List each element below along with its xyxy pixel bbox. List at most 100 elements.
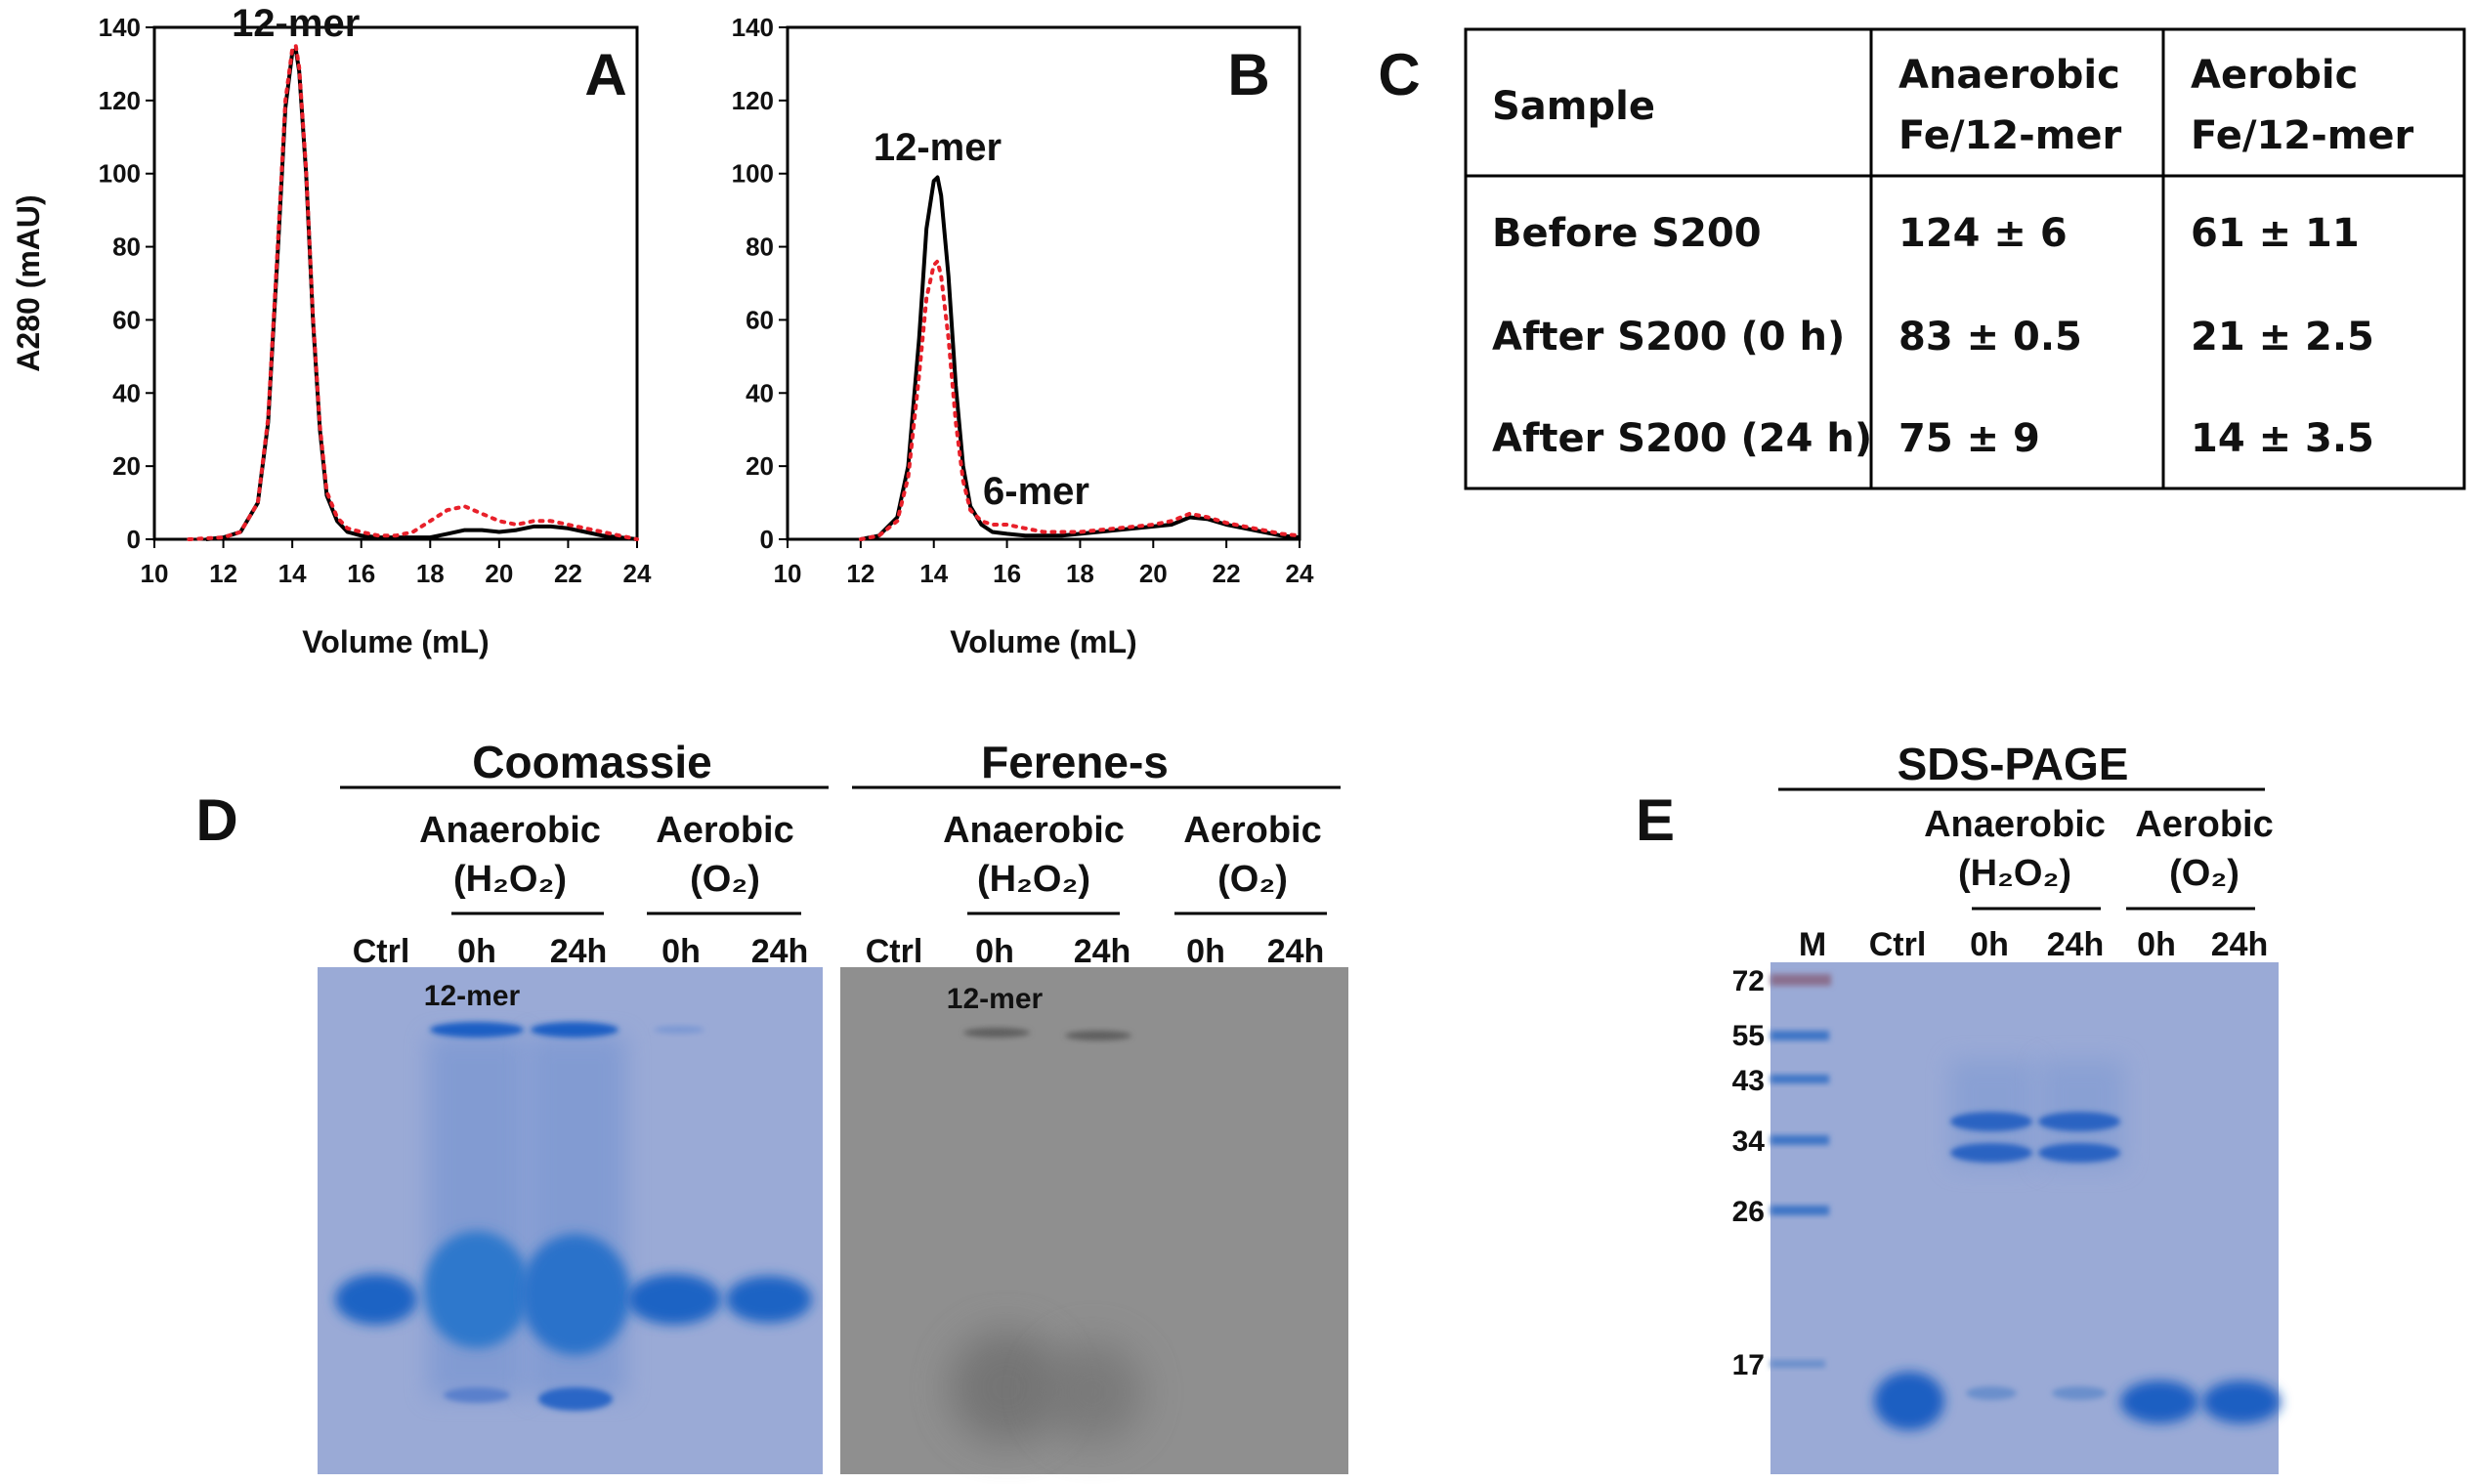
chart-b-annotations: 12-mer 6-mer <box>874 126 1089 513</box>
sds-anaerobic-sub: (H₂O₂) <box>1958 853 2071 894</box>
table-row-1-sample: Before S200 <box>1492 211 1762 256</box>
mw-marker-34: 34 <box>1732 1125 1766 1158</box>
table-frame <box>1464 27 2466 490</box>
panel-label-c: C <box>1378 42 1420 107</box>
sds-aerobic-sub: (O₂) <box>2169 853 2239 894</box>
x-tick-label-1-14: 14 <box>919 559 948 588</box>
chart-a-y-ticks: 0 20 40 60 80 100 120 140 <box>99 13 154 554</box>
coomassie-anaerobic-label: Anaerobic <box>419 810 601 851</box>
y-tick-label-0-80: 80 <box>112 233 141 262</box>
series-line-1-1 <box>858 259 1301 541</box>
ferene-gel: 12-mer <box>840 967 1348 1474</box>
x-tick-label-1-10: 10 <box>774 559 802 588</box>
ferene-lane-anaerobic-0h: 0h <box>975 933 1014 970</box>
x-tick-label-0-22: 22 <box>554 559 582 588</box>
x-tick-label-0-18: 18 <box>416 559 445 588</box>
peak-annotation-1-1: 6-mer <box>983 470 1089 513</box>
mw-marker-72: 72 <box>1732 965 1765 997</box>
table-row-3-aerobic: 14 ± 3.5 <box>2191 416 2374 461</box>
table-row-1-anaerobic: 124 ± 6 <box>1898 211 2068 256</box>
x-tick-label-0-24: 24 <box>623 559 652 588</box>
x-tick-label-0-12: 12 <box>209 559 237 588</box>
x-tick-label-0-14: 14 <box>278 559 307 588</box>
ferene-lane-aerobic-0h: 0h <box>1186 933 1225 970</box>
sds-gel <box>1770 962 2281 1474</box>
coomassie-title: Coomassie <box>472 737 711 787</box>
x-tick-label-1-12: 12 <box>846 559 874 588</box>
y-tick-label-1-0: 0 <box>760 525 774 554</box>
chart-panel-a: 10 12 14 16 18 20 22 24 0 20 40 60 80 100 120 140 12-m… <box>11 2 652 659</box>
chart-b-series <box>858 175 1301 541</box>
x-tick-label-0-16: 16 <box>347 559 375 588</box>
chart-a-x-label: Volume (mL) <box>302 624 489 659</box>
ferene-title: Ferene-s <box>981 737 1169 787</box>
table-row-3-sample: After S200 (24 h) <box>1492 416 1872 461</box>
panel-c-table: C Sample Anaerobic Fe/12-mer Aerobic Fe/… <box>1378 27 2466 490</box>
y-tick-label-1-100: 100 <box>732 159 774 189</box>
coomassie-lane-ctrl: Ctrl <box>353 933 410 970</box>
peak-annotation-0-0: 12-mer <box>232 2 360 45</box>
chart-b-x-label: Volume (mL) <box>950 624 1136 659</box>
panel-d-gels: D Coomassie Ferene-s Anaerobic (H₂O₂) Ae… <box>195 737 1348 1474</box>
peak-annotation-1-0: 12-mer <box>874 126 1002 169</box>
ferene-anaerobic-label: Anaerobic <box>943 810 1125 851</box>
panel-label-e: E <box>1636 787 1675 853</box>
table-row-3-anaerobic: 75 ± 9 <box>1898 416 2040 461</box>
chart-panel-b: 10 12 14 16 18 20 22 24 0 20 40 60 80 100 120 140 12-m… <box>732 13 1314 659</box>
y-tick-label-1-20: 20 <box>746 451 774 481</box>
coomassie-aerobic-label: Aerobic <box>656 810 793 851</box>
chart-b-x-ticks: 10 12 14 16 18 20 22 24 <box>774 539 1314 588</box>
y-tick-label-0-40: 40 <box>112 378 141 407</box>
x-tick-label-0-20: 20 <box>485 559 513 588</box>
x-tick-label-1-18: 18 <box>1066 559 1094 588</box>
x-tick-label-1-24: 24 <box>1286 559 1314 588</box>
y-tick-label-0-100: 100 <box>99 159 141 189</box>
sds-lane-anaerobic-0h: 0h <box>1970 926 2009 963</box>
coomassie-anaerobic-sub: (H₂O₂) <box>453 859 567 900</box>
series-line-0-1 <box>187 43 639 541</box>
y-tick-label-0-20: 20 <box>112 451 141 481</box>
sds-lane-ctrl: Ctrl <box>1869 926 1927 963</box>
mw-marker-55: 55 <box>1732 1020 1765 1052</box>
coomassie-aerobic-sub: (O₂) <box>690 859 760 900</box>
y-tick-label-1-80: 80 <box>746 233 774 262</box>
table-row-1-aerobic: 61 ± 11 <box>2191 211 2360 256</box>
chart-a-series <box>187 43 639 541</box>
panel-label-a: A <box>584 42 626 107</box>
sds-lane-marker: M <box>1799 926 1826 963</box>
chart-a-x-ticks: 10 12 14 16 18 20 22 24 <box>141 539 652 588</box>
table-row-2-aerobic: 21 ± 2.5 <box>2191 315 2374 360</box>
ferene-lane-ctrl: Ctrl <box>866 933 923 970</box>
coomassie-lane-anaerobic-0h: 0h <box>457 933 496 970</box>
y-tick-label-0-60: 60 <box>112 305 141 334</box>
chart-b-frame <box>786 25 1301 541</box>
x-tick-label-0-10: 10 <box>141 559 169 588</box>
sds-anaerobic-label: Anaerobic <box>1924 804 2106 845</box>
y-tick-label-0-0: 0 <box>127 525 141 554</box>
panel-label-b: B <box>1227 42 1269 107</box>
mw-marker-17: 17 <box>1732 1349 1765 1381</box>
table-row-2-sample: After S200 (0 h) <box>1492 315 1845 360</box>
x-tick-label-1-22: 22 <box>1213 559 1241 588</box>
sds-page-title: SDS-PAGE <box>1898 739 2129 789</box>
ferene-aerobic-label: Aerobic <box>1183 810 1321 851</box>
y-tick-label-1-140: 140 <box>732 13 774 42</box>
sds-lane-aerobic-0h: 0h <box>2137 926 2176 963</box>
table-header-sample: Sample <box>1492 84 1655 129</box>
x-tick-label-1-16: 16 <box>993 559 1021 588</box>
table-header-anaerobic: Anaerobic <box>1898 53 2120 98</box>
coomassie-lane-anaerobic-24h: 24h <box>550 933 608 970</box>
coomassie-lane-aerobic-0h: 0h <box>661 933 701 970</box>
table-row-2-anaerobic: 83 ± 0.5 <box>1898 315 2082 360</box>
y-tick-label-0-120: 120 <box>99 86 141 115</box>
table-header-anaerobic-unit: Fe/12-mer <box>1898 113 2122 158</box>
sds-aerobic-label: Aerobic <box>2135 804 2273 845</box>
ferene-lane-aerobic-24h: 24h <box>1267 933 1325 970</box>
mw-marker-43: 43 <box>1732 1065 1765 1097</box>
y-tick-label-0-140: 140 <box>99 13 141 42</box>
coomassie-gel: 12-mer <box>318 967 823 1474</box>
y-tick-label-1-120: 120 <box>732 86 774 115</box>
chart-a-y-label: A280 (mAU) <box>11 194 46 371</box>
chart-a-frame <box>152 25 639 541</box>
